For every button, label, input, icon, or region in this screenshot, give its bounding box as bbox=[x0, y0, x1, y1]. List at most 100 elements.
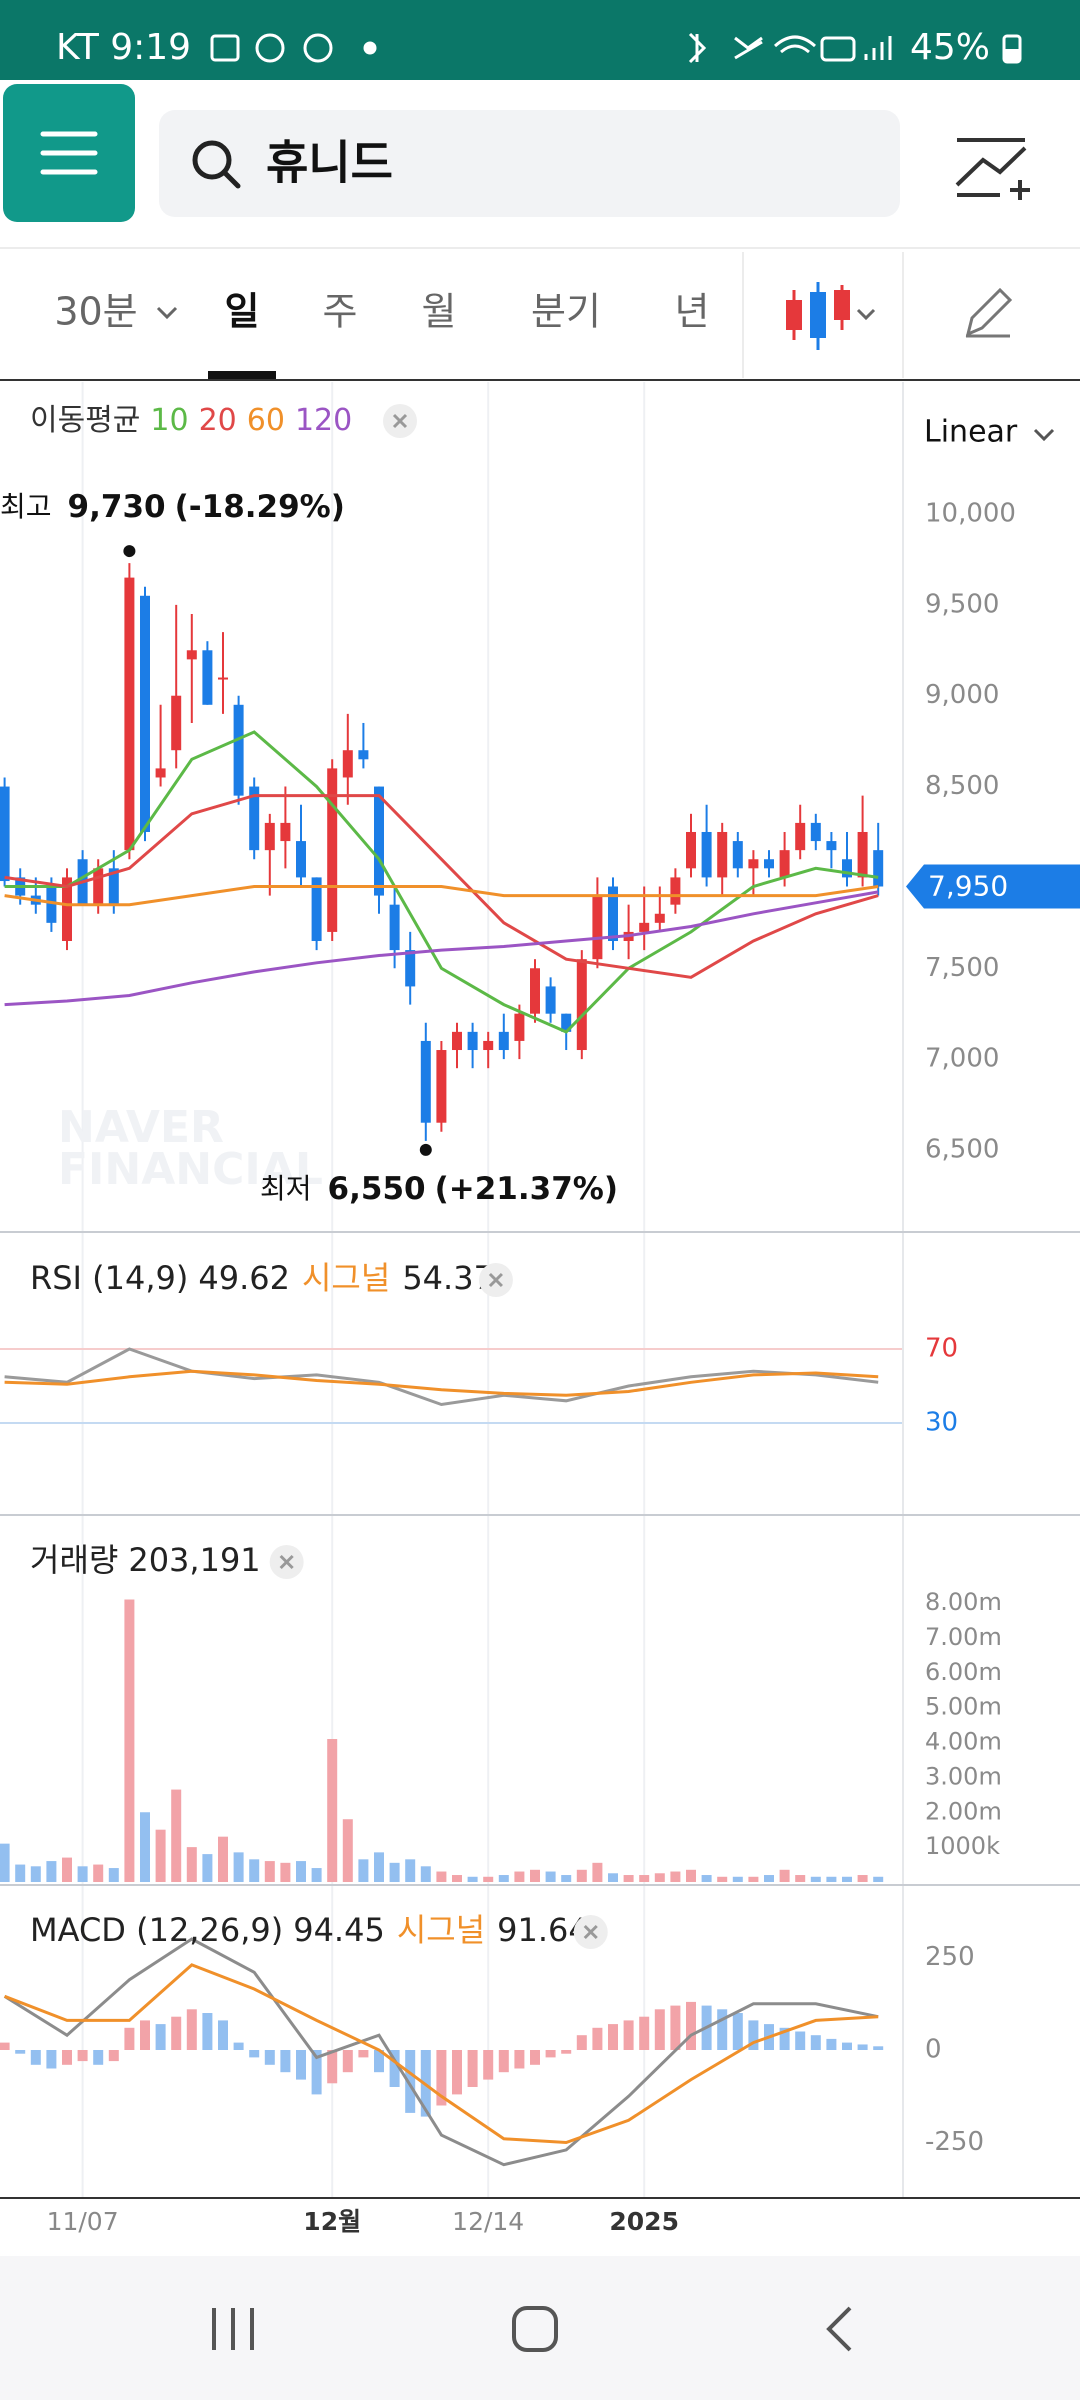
period-tab[interactable]: 월 bbox=[422, 290, 457, 334]
histogram-bar bbox=[77, 2050, 88, 2062]
volume-bar bbox=[592, 1862, 603, 1882]
signal-label: 시그널 bbox=[397, 1911, 485, 1949]
histogram-bar bbox=[202, 2013, 213, 2050]
x-tick-label: 2025 bbox=[609, 2207, 679, 2236]
volume-bar bbox=[249, 1859, 260, 1882]
candle-body bbox=[561, 1013, 572, 1032]
close-icon bbox=[488, 1272, 503, 1288]
histogram-bar bbox=[561, 2050, 572, 2054]
volume-bar bbox=[608, 1873, 618, 1882]
search-box[interactable] bbox=[159, 110, 900, 217]
volume-bar bbox=[327, 1739, 338, 1882]
volume-bar bbox=[280, 1862, 291, 1882]
candle-body bbox=[498, 1031, 509, 1051]
carrier-time: KT 9:19 bbox=[56, 27, 191, 68]
search-icon bbox=[192, 140, 241, 189]
y-tick-label: 2.00m bbox=[925, 1797, 1002, 1825]
histogram-bar bbox=[654, 2009, 665, 2050]
volume-bar bbox=[436, 1871, 447, 1882]
status-bar bbox=[0, 0, 1080, 80]
histogram-bar bbox=[358, 2050, 369, 2058]
low-marker bbox=[419, 1143, 432, 1156]
histogram-bar bbox=[732, 2013, 743, 2050]
histogram-bar bbox=[46, 2050, 57, 2069]
indicator-title: 거래량 203,191 bbox=[30, 1541, 261, 1579]
volume-bar bbox=[467, 1876, 478, 1882]
volume-bar bbox=[514, 1871, 525, 1882]
histogram-bar bbox=[717, 2009, 728, 2050]
candle-body bbox=[810, 822, 821, 842]
back-button[interactable] bbox=[826, 2306, 852, 2352]
y-tick-label: 1000k bbox=[925, 1832, 1000, 1860]
histogram-bar bbox=[93, 2050, 104, 2065]
recent-apps-button[interactable] bbox=[212, 2308, 254, 2350]
volume-bar bbox=[686, 1869, 696, 1882]
volume-bar bbox=[420, 1866, 431, 1882]
scale-selector[interactable]: Linear bbox=[924, 415, 1018, 450]
candle-body bbox=[389, 904, 400, 951]
add-compare-button[interactable] bbox=[955, 138, 1030, 200]
candle-body bbox=[857, 831, 868, 878]
histogram-bar bbox=[327, 2050, 338, 2084]
candle-body bbox=[686, 831, 696, 869]
volume-bar bbox=[140, 1812, 150, 1882]
histogram-bar bbox=[842, 2042, 852, 2050]
x-tick-label: 11/07 bbox=[47, 2207, 119, 2236]
volume-bar bbox=[124, 1599, 135, 1882]
period-tab[interactable]: 년 bbox=[675, 290, 710, 334]
volume-bar bbox=[46, 1861, 57, 1882]
selected-tab-indicator bbox=[208, 371, 276, 380]
volume-bar bbox=[748, 1876, 759, 1882]
histogram-bar bbox=[592, 2027, 603, 2050]
candle-body bbox=[264, 822, 275, 851]
volume-bar bbox=[389, 1862, 400, 1882]
candle-body bbox=[748, 859, 759, 869]
volume-bar bbox=[15, 1864, 26, 1882]
volume-bar bbox=[530, 1869, 540, 1882]
candle-body bbox=[732, 841, 743, 869]
indicator-line bbox=[4, 730, 879, 1034]
volume-bar bbox=[498, 1875, 509, 1882]
candle-body bbox=[654, 913, 665, 923]
period-tab[interactable]: 분기 bbox=[531, 290, 601, 334]
histogram-bar bbox=[171, 2016, 182, 2050]
histogram-bar bbox=[296, 2050, 306, 2080]
candle-body bbox=[233, 704, 244, 796]
chart-type-button[interactable] bbox=[786, 282, 876, 350]
low-label: 최저 bbox=[260, 1172, 312, 1205]
candle-body bbox=[483, 1040, 494, 1051]
volume-bar bbox=[873, 1876, 884, 1882]
indicator-line bbox=[3, 1937, 879, 2167]
histogram-bar bbox=[795, 2031, 806, 2050]
period-tab[interactable]: 주 bbox=[323, 290, 358, 334]
histogram-bar bbox=[498, 2050, 509, 2073]
close-icon bbox=[392, 413, 408, 429]
period-tab[interactable]: 일 bbox=[225, 290, 260, 334]
indicator-line bbox=[4, 794, 879, 979]
y-tick-label: -250 bbox=[925, 2127, 984, 2157]
volume-bar bbox=[342, 1819, 353, 1882]
menu-icon bbox=[40, 131, 98, 175]
period-tab[interactable]: 30분 bbox=[54, 290, 137, 334]
candle-body bbox=[452, 1031, 462, 1051]
histogram-bar bbox=[608, 2024, 618, 2050]
ma-legend-item: 60 bbox=[247, 403, 285, 438]
histogram-bar bbox=[124, 2027, 135, 2050]
draw-button[interactable] bbox=[965, 287, 1013, 338]
volume-bar bbox=[717, 1876, 728, 1882]
volume-bar bbox=[218, 1836, 228, 1882]
last-price-tag bbox=[906, 864, 1080, 909]
volume-bar bbox=[545, 1871, 556, 1882]
ma-legend-item: 120 bbox=[295, 403, 352, 438]
candle-body bbox=[140, 595, 150, 832]
histogram-bar bbox=[249, 2050, 260, 2058]
candle-body bbox=[795, 822, 806, 851]
x-tick-label: 12월 bbox=[303, 2207, 361, 2236]
volume-bar bbox=[732, 1876, 743, 1882]
home-button[interactable] bbox=[512, 2306, 558, 2352]
y-tick-label: 9,000 bbox=[925, 680, 999, 710]
volume-bar bbox=[311, 1868, 322, 1882]
candle-body bbox=[639, 922, 650, 932]
low-change: (+21.37%) bbox=[435, 1171, 618, 1207]
histogram-bar bbox=[374, 2050, 384, 2073]
